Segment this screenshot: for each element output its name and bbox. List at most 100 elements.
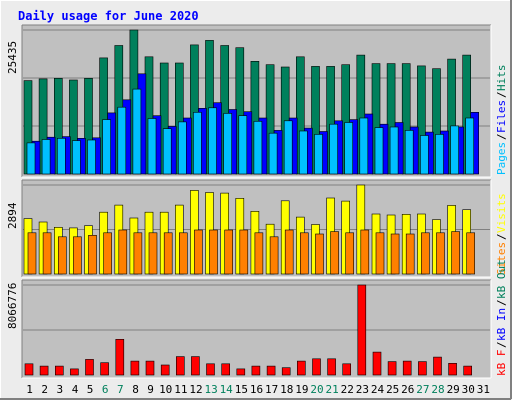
bar-pages	[56, 138, 66, 175]
bar-kb-f	[24, 363, 34, 376]
x-tick-label: 30	[462, 383, 475, 396]
bar-sites	[451, 231, 460, 275]
x-tick-label: 20	[310, 383, 323, 396]
x-tick-label: 15	[235, 383, 248, 396]
bar-kb-f	[327, 358, 336, 376]
bar-pages	[117, 106, 127, 175]
x-tick-label: 16	[250, 383, 263, 396]
x-tick-label: 28	[431, 383, 444, 396]
legend-entry: Pages	[495, 142, 508, 175]
bar-pages	[193, 112, 202, 175]
bar-kb-f	[448, 362, 457, 376]
bar-kb-f	[54, 365, 64, 376]
bar-pages	[329, 123, 338, 175]
bar-pages	[450, 125, 459, 175]
bar-kb-f	[206, 363, 215, 376]
x-tick-label: 3	[56, 383, 63, 396]
legend-entry: Hits	[495, 65, 508, 92]
bar-kb-f	[312, 358, 321, 376]
bar-sites	[163, 232, 173, 275]
x-tick-label: 14	[220, 383, 234, 396]
bar-pages	[223, 113, 232, 175]
bar-kb-f	[387, 361, 397, 376]
legend-entry: kB In	[495, 308, 508, 341]
bar-sites	[466, 232, 476, 275]
bars	[23, 184, 476, 275]
chart-title: Daily usage for June 2020	[18, 9, 199, 23]
x-axis-labels: 1 2 3 4 5 6 7 8 9 10 11 12 13 14 15 16 17 18 19 20 21 22 23 24 2…	[26, 383, 490, 396]
bar-sites	[315, 233, 324, 275]
legend: Sites /Visits	[495, 193, 508, 275]
x-tick-label: 31	[477, 383, 490, 396]
x-tick-label: 11	[174, 383, 187, 396]
bar-sites	[269, 236, 279, 275]
bar-pages	[420, 135, 429, 175]
bar-pages	[72, 140, 81, 175]
x-tick-label: 25	[386, 383, 399, 396]
x-tick-label: 17	[265, 383, 278, 396]
x-tick-label: 7	[117, 383, 124, 396]
x-tick-label: 22	[341, 383, 354, 396]
bar-pages	[465, 117, 475, 175]
bar-pages	[208, 107, 217, 175]
bar-kb-f	[372, 351, 382, 376]
bar-pages	[298, 130, 308, 175]
bar-kb-f	[176, 356, 185, 376]
bar-kb-f	[160, 364, 170, 376]
bar-pages	[374, 127, 384, 175]
x-tick-label: 1	[26, 383, 33, 396]
bar-pages	[102, 119, 111, 175]
bar-sites	[88, 235, 97, 275]
bar-pages	[283, 120, 293, 175]
bar-sites	[103, 232, 112, 275]
bar-kb-f	[221, 363, 230, 376]
bar-sites	[209, 229, 218, 275]
bar-pages	[132, 88, 142, 175]
bar-sites	[224, 229, 233, 275]
bar-sites	[299, 232, 309, 275]
x-tick-label: 12	[189, 383, 202, 396]
x-tick-label: 18	[280, 383, 293, 396]
bar-pages	[178, 121, 187, 175]
legend: kB F/kB In/kB Out	[495, 259, 508, 376]
bar-kb-f	[85, 359, 94, 376]
y-axis-max-label: 8066776	[6, 283, 19, 329]
x-tick-label: 27	[416, 383, 429, 396]
x-tick-label: 19	[295, 383, 308, 396]
bar-pages	[435, 134, 444, 175]
bar-kb-f	[251, 365, 261, 376]
bar-kb-f	[418, 361, 427, 376]
legend-entry: Visits	[495, 193, 508, 233]
bar-pages	[87, 139, 96, 175]
bar-kb-f	[296, 360, 306, 376]
x-tick-label: 10	[159, 383, 172, 396]
x-tick-label: 13	[204, 383, 217, 396]
bar-kb-f	[433, 356, 442, 376]
bar-sites	[254, 232, 264, 275]
bar-sites	[345, 232, 355, 275]
x-tick-label: 4	[72, 383, 79, 396]
bar-kb-f	[281, 367, 291, 376]
x-tick-label: 5	[87, 383, 94, 396]
bar-sites	[405, 233, 415, 275]
legend-entry: kB Out	[495, 259, 508, 299]
bar-pages	[359, 117, 369, 175]
bar-pages	[41, 139, 51, 175]
bar-kb-f	[39, 365, 49, 376]
bar-sites	[375, 232, 385, 275]
y-axis-max-label: 25435	[6, 41, 19, 74]
bar-kb-f	[236, 368, 246, 376]
bar-sites	[133, 232, 143, 275]
bar-pages	[314, 134, 323, 175]
x-tick-label: 24	[371, 383, 385, 396]
bar-kb-f	[357, 284, 367, 376]
x-tick-label: 21	[325, 383, 338, 396]
x-tick-label: 23	[356, 383, 369, 396]
bar-sites	[27, 232, 37, 275]
bar-sites	[390, 233, 400, 275]
legend-entry: Sites	[495, 242, 508, 275]
panel-visits-sites: 2894 Sites /Visits	[6, 179, 508, 278]
